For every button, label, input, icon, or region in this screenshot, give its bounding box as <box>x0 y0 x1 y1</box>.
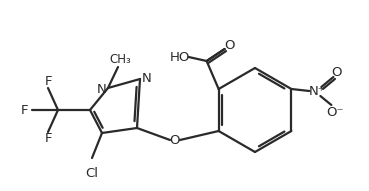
Text: Cl: Cl <box>86 167 99 180</box>
Text: O⁻: O⁻ <box>327 105 344 118</box>
Text: N⁺: N⁺ <box>309 84 326 97</box>
Text: HO: HO <box>169 50 190 63</box>
Text: O: O <box>331 66 342 79</box>
Text: F: F <box>21 104 29 117</box>
Text: O: O <box>170 134 180 146</box>
Text: F: F <box>45 74 53 87</box>
Text: CH₃: CH₃ <box>109 53 131 66</box>
Text: O: O <box>224 39 235 52</box>
Text: N: N <box>142 71 152 84</box>
Text: F: F <box>45 133 53 146</box>
Text: N: N <box>96 83 106 96</box>
